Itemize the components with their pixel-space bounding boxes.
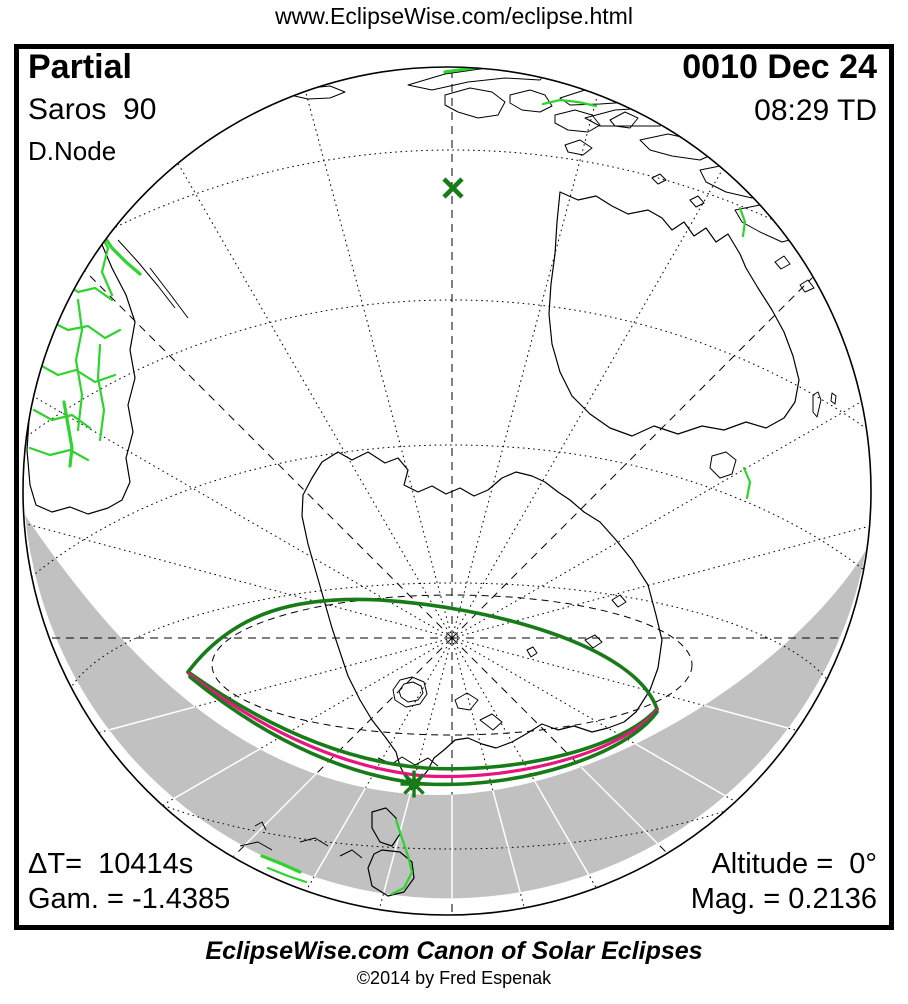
eclipse-curves — [186, 597, 659, 787]
islet — [774, 255, 791, 270]
sulawesi-outline — [509, 89, 553, 113]
antarctica-lake-inner — [398, 681, 424, 703]
saros-label: Saros 90 — [28, 93, 157, 126]
delta-t-label: ΔT= 10414s — [28, 848, 194, 880]
new-zealand-north-island — [371, 807, 401, 847]
island-outline — [554, 109, 601, 133]
islet — [799, 279, 815, 293]
islet — [339, 849, 363, 859]
altitude-label: Altitude = 0° — [711, 848, 877, 880]
island-outline — [639, 69, 666, 89]
magnitude-label: Mag. = 0.2136 — [690, 883, 877, 915]
eclipse-date-label: 0010 Dec 24 — [682, 48, 877, 86]
island-outline — [564, 139, 593, 156]
island-chain-outline — [699, 164, 769, 199]
greatest-eclipse-marker — [400, 770, 428, 798]
tasmania-outline — [709, 451, 737, 479]
x-marker — [442, 177, 464, 199]
islet — [479, 713, 503, 731]
islet — [651, 173, 667, 185]
islet — [526, 646, 538, 658]
node-label: D.Node — [28, 136, 117, 166]
southern-limit-curve — [186, 670, 659, 771]
australia-outline — [548, 191, 800, 437]
globe-limb — [22, 66, 872, 916]
page-url-text: www.EclipseWise.com/eclipse.html — [275, 3, 633, 29]
islet — [299, 837, 329, 847]
northern-limit-curve — [186, 597, 659, 711]
islet — [584, 634, 603, 649]
max-eclipse-horizon-curve — [187, 672, 659, 779]
island-outline — [671, 87, 696, 106]
islet — [454, 692, 479, 711]
copyright-text: ©2014 by Fred Espenak — [356, 968, 552, 988]
eclipse-time-label: 08:29 TD — [754, 94, 877, 127]
canon-caption: EclipseWise.com Canon of Solar Eclipses — [205, 937, 703, 965]
map-frame — [14, 44, 894, 930]
islet — [830, 392, 837, 405]
new-zealand-south-island — [367, 849, 415, 897]
central-america-coast — [117, 239, 176, 309]
island-outline — [609, 111, 639, 129]
islet — [689, 195, 705, 208]
eclipse-type-label: Partial — [28, 48, 132, 86]
islet — [611, 594, 627, 608]
mexico-coast — [149, 267, 189, 319]
antarctica-outline — [301, 451, 663, 789]
antarctica-lake-outline — [392, 676, 428, 708]
night-shading — [25, 515, 866, 899]
islet — [254, 821, 267, 831]
islet — [812, 391, 822, 418]
gamma-label: Gam. = -1.4385 — [28, 883, 231, 915]
islet — [239, 841, 273, 851]
borneo-outline — [444, 87, 506, 119]
